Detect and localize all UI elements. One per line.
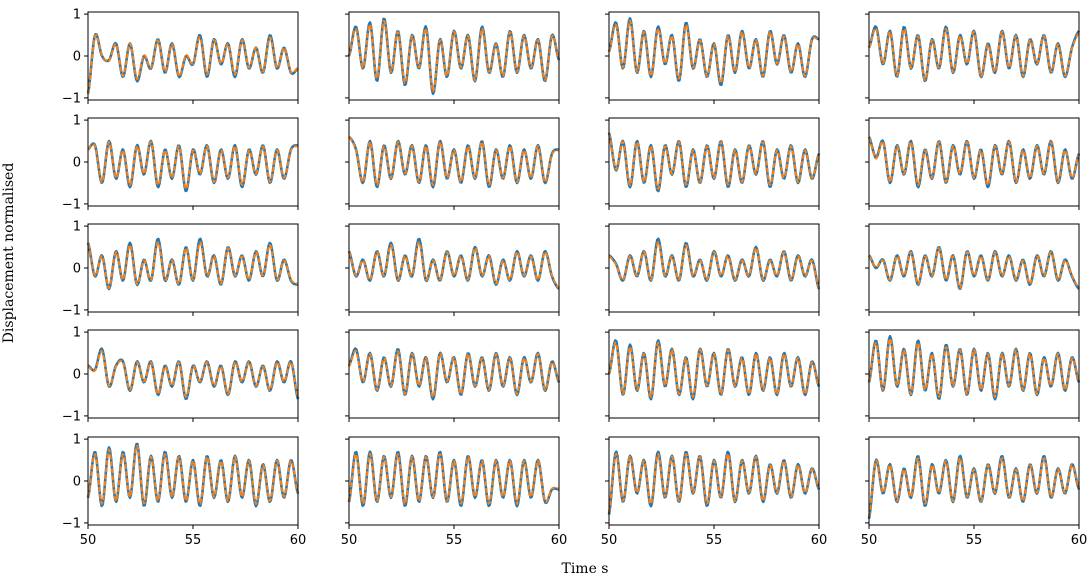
x-tick-label: 55: [706, 533, 723, 548]
x-tick-label: 55: [185, 533, 202, 548]
y-tick-label: 0: [73, 50, 81, 65]
y-tick-label: 1: [73, 433, 81, 448]
y-tick-label: 1: [73, 8, 81, 23]
panel: 50 55 60: [341, 436, 568, 548]
x-axis-title: Time s: [561, 561, 608, 577]
series-b-line: [348, 136, 560, 187]
series-b-line: [87, 349, 299, 398]
x-tick-label: 60: [1071, 533, 1088, 548]
x-tick-label: 50: [601, 533, 618, 548]
y-axis-title: Displacement normalised: [1, 163, 17, 344]
panel: 50 55 60: [601, 436, 828, 548]
panel: [345, 117, 560, 210]
series-b-line: [87, 241, 299, 290]
panel: [605, 223, 821, 316]
y-tick-label: 1: [73, 220, 81, 235]
series-b-line: [868, 27, 1080, 81]
panel: [865, 223, 1080, 316]
series-b-line: [868, 457, 1080, 517]
panel: −1 0 1: [62, 114, 299, 212]
y-tick-label: −1: [62, 516, 81, 531]
y-tick-label: −1: [62, 303, 81, 318]
y-tick-label: −1: [62, 91, 81, 106]
y-tick-label: 0: [73, 262, 81, 277]
series-b-line: [608, 341, 820, 399]
panel: −1 0 1: [62, 326, 300, 424]
x-tick-label: 55: [966, 533, 983, 548]
y-tick-label: 0: [73, 475, 81, 490]
series-b-line: [348, 19, 560, 93]
panel: −1 0 1 50 55 60: [62, 433, 306, 548]
panel: [345, 329, 561, 422]
y-tick-label: 1: [73, 326, 81, 341]
y-tick-label: 0: [73, 156, 81, 171]
y-tick-label: −1: [62, 409, 81, 424]
y-tick-label: −1: [62, 197, 81, 212]
series-b-line: [868, 137, 1080, 186]
series-b-line: [348, 349, 560, 399]
x-tick-label: 60: [811, 533, 828, 548]
x-tick-label: 60: [290, 533, 307, 548]
series-b-line: [87, 140, 299, 190]
x-tick-label: 50: [341, 533, 358, 548]
panel: [865, 329, 1081, 422]
panel: 50 55 60: [861, 436, 1088, 548]
panel: [605, 329, 821, 422]
series-b-line: [87, 444, 299, 506]
series-b-line: [868, 337, 1080, 399]
panel: [605, 117, 821, 210]
panel: [345, 223, 560, 316]
panel: −1 0 1: [62, 8, 299, 106]
series-b-line: [608, 241, 820, 289]
series-b-line: [87, 34, 299, 94]
series-b-line: [608, 452, 820, 513]
series-b-line: [608, 133, 820, 190]
series-b-line: [608, 19, 820, 84]
y-tick-label: 0: [73, 368, 81, 383]
x-tick-label: 50: [80, 533, 97, 548]
series-b-line: [348, 241, 560, 289]
series-b-line: [868, 247, 1080, 289]
panel: −1 0 1: [62, 220, 299, 318]
x-tick-label: 50: [861, 533, 878, 548]
panel: [865, 117, 1081, 210]
series-b-line: [348, 452, 560, 506]
x-tick-label: 55: [446, 533, 463, 548]
y-tick-label: 1: [73, 114, 81, 129]
x-tick-label: 60: [551, 533, 568, 548]
panel: [605, 11, 820, 104]
panel: [345, 11, 561, 104]
panel: [865, 11, 1081, 104]
